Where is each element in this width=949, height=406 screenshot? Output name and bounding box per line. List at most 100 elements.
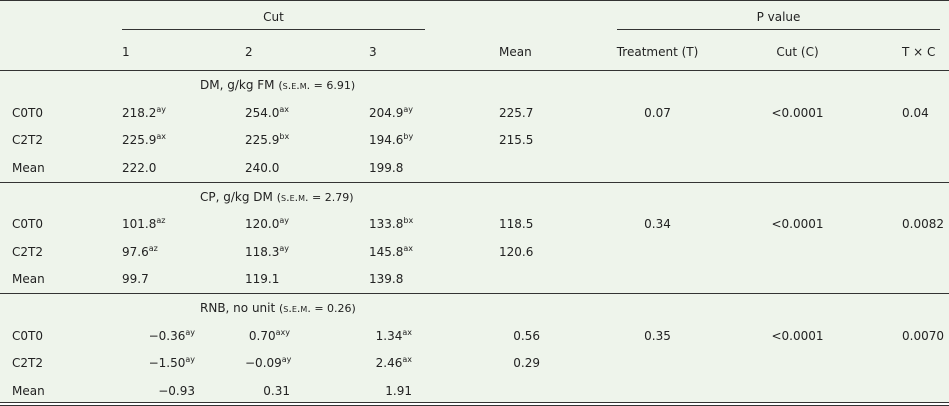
mean [492,154,591,183]
cell: 120.0ay [238,211,362,239]
section-title-row: DM, g/kg FM (s.e.m. = 6.91) [0,71,949,100]
value: 1.91 [385,383,413,398]
p-value: <0.0001 [771,217,824,232]
value: −0.36 [148,328,186,343]
row-label: Mean [0,265,115,294]
mean: 120.6 [499,244,534,259]
value: 118.3 [245,244,280,259]
section-title: DM, g/kg FM (s.e.m. = 6.91) [115,71,949,100]
p-value [590,154,726,183]
superscript: ay [185,355,195,365]
p-value [725,265,871,294]
value: 139.8 [369,272,404,287]
section-name: DM, g/kg FM [200,78,275,92]
data-row: C0T0 101.8az 120.0ay 133.8bx 118.5 0.34 <0.000… [0,211,949,239]
value: 240.0 [245,160,280,175]
mean [492,377,591,406]
value: 222.0 [122,160,157,175]
p-value [590,265,726,294]
cell: −0.36ay [115,322,238,350]
data-row: Mean 99.7 119.1 139.8 [0,265,949,294]
mean: 225.7 [499,105,534,120]
cell: 222.0 [115,154,238,183]
superscript: ax [402,355,413,365]
p-value [590,350,725,378]
cell: 133.8bx [362,211,492,239]
column-header: 3 [362,34,493,71]
cell: 97.6az [115,238,238,266]
row-label: C0T0 [12,328,43,343]
superscript: ay [156,104,166,114]
p-value: <0.0001 [771,105,824,120]
p-value [725,238,870,266]
superscript: az [156,216,166,226]
p-value [870,127,949,155]
value: 99.7 [122,272,149,287]
superscript: ay [403,104,413,114]
data-row: C2T2 225.9ax 225.9bx 194.6by 215.5 [0,127,949,155]
data-row: C0T0 218.2ay 254.0ax 204.9ay 225.7 0.07 <0.000… [0,99,949,127]
data-row: C2T2 −1.50ay −0.09ay 2.46ax 0.29 [0,350,949,378]
cell: 204.9ay [362,99,492,127]
p-value: <0.0001 [771,328,824,343]
mean: 0.29 [513,356,541,371]
p-value [870,350,949,378]
p-value: 0.0082 [902,217,945,232]
superscript: ax [279,104,289,114]
cell: 145.8ax [362,238,492,266]
p-value [725,350,870,378]
value: 120.0 [245,217,280,232]
cell: −0.09ay [238,350,362,378]
column-header: Treatment (T) [590,34,726,71]
p-value: 0.07 [644,105,671,120]
superscript: ax [156,132,166,142]
superscript: az [148,243,158,253]
value: 0.31 [263,383,290,398]
group-header: P value [617,10,941,30]
p-value: 0.35 [644,328,671,343]
group-header: Cut [122,10,426,30]
sem: (s.e.m. = 0.26) [279,302,356,315]
section-title: RNB, no unit (s.e.m. = 0.26) [115,294,949,323]
p-value [725,377,871,406]
p-value [590,238,725,266]
p-value [870,377,949,406]
p-value [870,238,949,266]
row-label: C2T2 [12,133,43,148]
superscript: bx [279,132,290,142]
cell: 0.31 [238,377,362,406]
cell: −0.93 [115,377,238,406]
cell: 218.2ay [115,99,238,127]
p-value: 0.34 [644,217,671,232]
data-row: C2T2 97.6az 118.3ay 145.8ax 120.6 [0,238,949,266]
p-value: 0.0070 [902,328,945,343]
cell: 99.7 [115,265,238,294]
value: 254.0 [245,105,280,120]
p-value: 0.04 [902,105,929,120]
sem: (s.e.m. = 6.91) [278,79,356,92]
value: 1.34 [375,328,403,343]
value: 204.9 [369,105,404,120]
section-title-row: RNB, no unit (s.e.m. = 0.26) [0,294,949,323]
cell: 101.8az [115,211,238,239]
superscript: ax [403,243,413,253]
section-title-row: CP, g/kg DM (s.e.m. = 2.79) [0,182,949,211]
value: 194.6 [369,133,404,148]
cell: 2.46ax [362,350,492,378]
p-value [590,377,726,406]
cell: 118.3ay [238,238,362,266]
value: 97.6 [122,244,149,259]
sem: (s.e.m. = 2.79) [276,190,354,204]
value: 119.1 [245,272,280,287]
value: 218.2 [122,105,157,120]
value: −0.93 [158,383,195,398]
row-label: Mean [0,377,115,406]
mean: 118.5 [499,217,534,232]
cell: 225.9bx [238,127,362,155]
p-value [725,127,870,155]
cell: 199.8 [362,154,493,183]
cell: 1.34ax [362,322,492,350]
value: 145.8 [369,244,404,259]
